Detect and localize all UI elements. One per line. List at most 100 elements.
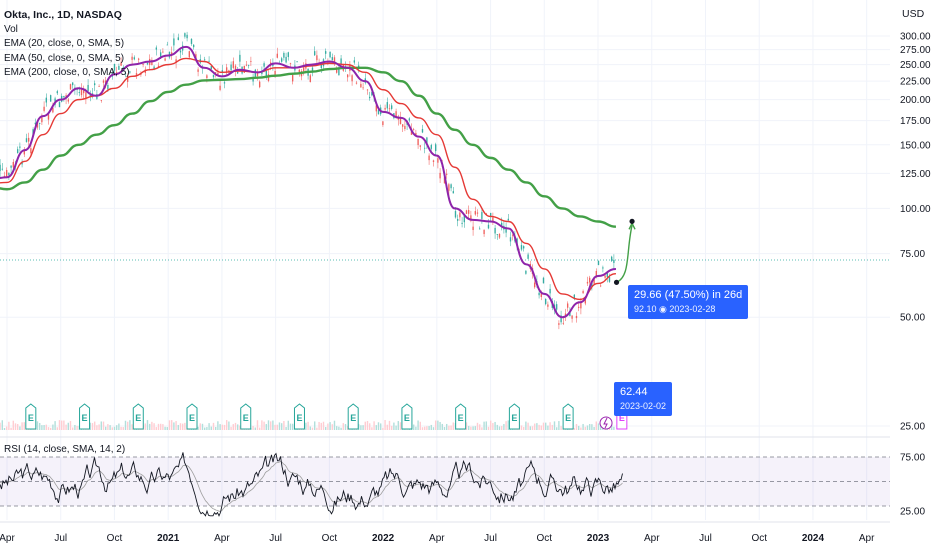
volume-bar bbox=[450, 425, 452, 430]
legend-vol[interactable]: Vol bbox=[4, 23, 18, 35]
candle-body bbox=[212, 74, 215, 78]
rsi-legend[interactable]: RSI (14, close, SMA, 14, 2) bbox=[4, 444, 126, 455]
candle-body bbox=[16, 149, 19, 154]
volume-bar bbox=[10, 427, 12, 430]
volume-bar bbox=[452, 422, 454, 430]
candle-body bbox=[522, 246, 525, 249]
candle-body bbox=[417, 138, 419, 146]
price-tick-label: 275.00 bbox=[900, 45, 931, 56]
volume-bar bbox=[379, 423, 382, 430]
volume-bar bbox=[206, 427, 208, 430]
candle-body bbox=[338, 69, 340, 76]
volume-bar bbox=[432, 427, 435, 430]
volume-bar bbox=[311, 427, 314, 430]
volume-bar bbox=[342, 423, 344, 430]
candle-body bbox=[577, 306, 580, 308]
price-tick-label: 50.00 bbox=[900, 313, 925, 324]
candle-body bbox=[155, 47, 157, 50]
candle-body bbox=[547, 304, 549, 307]
candle-body bbox=[549, 288, 551, 294]
volume-bar bbox=[483, 421, 485, 430]
earnings-letter: E bbox=[135, 413, 141, 423]
candle-body bbox=[432, 160, 435, 162]
candle-body bbox=[135, 73, 138, 75]
candle-body bbox=[157, 65, 160, 68]
candle-body bbox=[63, 95, 65, 98]
candle-body bbox=[423, 147, 426, 149]
candle-body bbox=[287, 52, 289, 58]
candle-body bbox=[221, 70, 223, 72]
volume-bar bbox=[21, 422, 23, 430]
candle-body bbox=[555, 304, 558, 310]
volume-bar bbox=[221, 424, 223, 430]
candle-body bbox=[558, 323, 560, 325]
candle-body bbox=[492, 217, 494, 222]
legend-ema50[interactable]: EMA (50, close, 0, SMA, 5) bbox=[4, 52, 125, 64]
candle-body bbox=[604, 275, 606, 278]
projection-curve bbox=[616, 225, 633, 283]
candle-body bbox=[430, 145, 432, 149]
rsi-line bbox=[0, 452, 623, 517]
candle-body bbox=[588, 277, 591, 283]
candle-body bbox=[21, 161, 23, 165]
candle-body bbox=[256, 72, 259, 77]
candle-body bbox=[265, 70, 267, 78]
price-tick-label: 75.00 bbox=[900, 249, 925, 260]
time-tick-label: 2023 bbox=[587, 533, 610, 544]
candle-body bbox=[170, 52, 173, 55]
volume-bar bbox=[584, 426, 586, 430]
volume-bar bbox=[184, 422, 186, 430]
candle-body bbox=[217, 72, 219, 76]
candle-body bbox=[78, 92, 80, 93]
price-tick-label: 25.00 bbox=[900, 422, 925, 433]
time-tick-label: 2022 bbox=[372, 533, 395, 544]
volume-bar bbox=[368, 423, 371, 430]
candle-body bbox=[610, 256, 613, 261]
volume-bar bbox=[276, 424, 278, 430]
volume-bar bbox=[71, 427, 74, 430]
candle-body bbox=[82, 90, 85, 94]
rsi-signal-line bbox=[0, 461, 623, 512]
time-tick-label: Apr bbox=[214, 533, 230, 544]
candle-body bbox=[27, 137, 30, 142]
projection-target-callout[interactable]: 29.66 (47.50%) in 26d 92.10 ◉ 2023-02-28 bbox=[628, 285, 749, 319]
symbol-title[interactable]: Okta, Inc., 1D, NASDAQ bbox=[4, 9, 122, 21]
volume-bar bbox=[533, 423, 536, 430]
candle-body bbox=[276, 53, 278, 58]
candle-body bbox=[355, 82, 358, 84]
candle-body bbox=[173, 38, 175, 46]
volume-bar bbox=[507, 420, 509, 430]
volume-bar bbox=[373, 421, 375, 430]
volume-bar bbox=[577, 425, 580, 430]
candle-body bbox=[280, 58, 283, 62]
legend-ema20[interactable]: EMA (20, close, 0, SMA, 5) bbox=[4, 38, 125, 49]
volume-bar bbox=[591, 424, 593, 430]
legend-ema200[interactable]: EMA (200, close, 0, SMA, 5) bbox=[4, 67, 130, 78]
volume-bar bbox=[8, 421, 10, 430]
volume-bar bbox=[179, 423, 182, 430]
volume-bar bbox=[49, 427, 52, 430]
earnings-letter: E bbox=[458, 413, 464, 423]
candle-body bbox=[419, 145, 421, 147]
candle-body bbox=[137, 58, 140, 60]
volume-bar bbox=[503, 423, 505, 430]
candle-body bbox=[474, 211, 476, 215]
candle-body bbox=[208, 60, 210, 62]
candle-body bbox=[434, 144, 437, 152]
volume-bar bbox=[384, 420, 386, 430]
candle-body bbox=[404, 125, 406, 130]
projection-origin-callout[interactable]: 62.44 2023-02-02 bbox=[614, 382, 673, 416]
volume-bar bbox=[219, 424, 221, 430]
earnings-badge bbox=[79, 403, 91, 430]
volume-bar bbox=[236, 424, 239, 430]
earnings-letter: E bbox=[511, 413, 517, 423]
volume-bar bbox=[397, 421, 399, 430]
volume-bar bbox=[386, 424, 388, 430]
candle-body bbox=[320, 63, 322, 69]
candle-body bbox=[525, 270, 527, 274]
volume-bar bbox=[274, 424, 276, 430]
candle-body bbox=[489, 212, 492, 218]
volume-bar bbox=[481, 427, 483, 430]
volume-bar bbox=[43, 425, 45, 430]
